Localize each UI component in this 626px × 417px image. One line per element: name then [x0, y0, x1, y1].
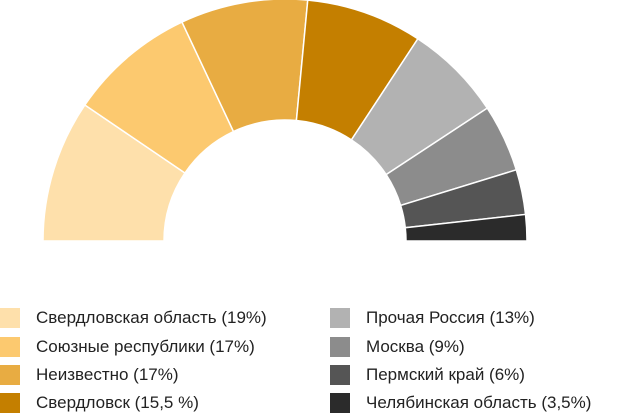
legend-item-sverdlovsk-city: Свердловск (15,5 %)	[0, 389, 199, 417]
legend-label: Москва (9%)	[366, 337, 465, 356]
legend-swatch	[330, 365, 350, 385]
legend-label: Союзные республики (17%)	[36, 337, 255, 356]
legend-label: Челябинская область (3,5%)	[366, 393, 592, 412]
legend-item-unknown: Неизвестно (17%)	[0, 361, 179, 389]
legend-item-other-russia: Прочая Россия (13%)	[330, 304, 535, 332]
legend-label: Прочая Россия (13%)	[366, 308, 535, 327]
legend-item-perm-krai: Пермский край (6%)	[330, 361, 525, 389]
donut-slice-7	[404, 213, 528, 242]
legend-swatch	[0, 393, 20, 413]
semicircle-donut-chart	[42, 0, 528, 242]
legend-item-moscow: Москва (9%)	[330, 333, 465, 361]
legend-label: Свердловская область (19%)	[36, 308, 267, 327]
legend-swatch	[0, 365, 20, 385]
legend-swatch	[330, 337, 350, 357]
legend-swatch	[330, 393, 350, 413]
legend-swatch	[330, 308, 350, 328]
legend-swatch	[0, 337, 20, 357]
legend-swatch	[0, 308, 20, 328]
legend-item-union-republics: Союзные республики (17%)	[0, 333, 255, 361]
legend-label: Пермский край (6%)	[366, 365, 525, 384]
legend: Свердловская область (19%) Союзные респу…	[0, 298, 626, 415]
legend-label: Неизвестно (17%)	[36, 365, 179, 384]
legend-item-sverdlovsk-oblast: Свердловская область (19%)	[0, 304, 267, 332]
legend-label: Свердловск (15,5 %)	[36, 393, 199, 412]
legend-item-chelyabinsk-oblast: Челябинская область (3,5%)	[330, 389, 591, 417]
